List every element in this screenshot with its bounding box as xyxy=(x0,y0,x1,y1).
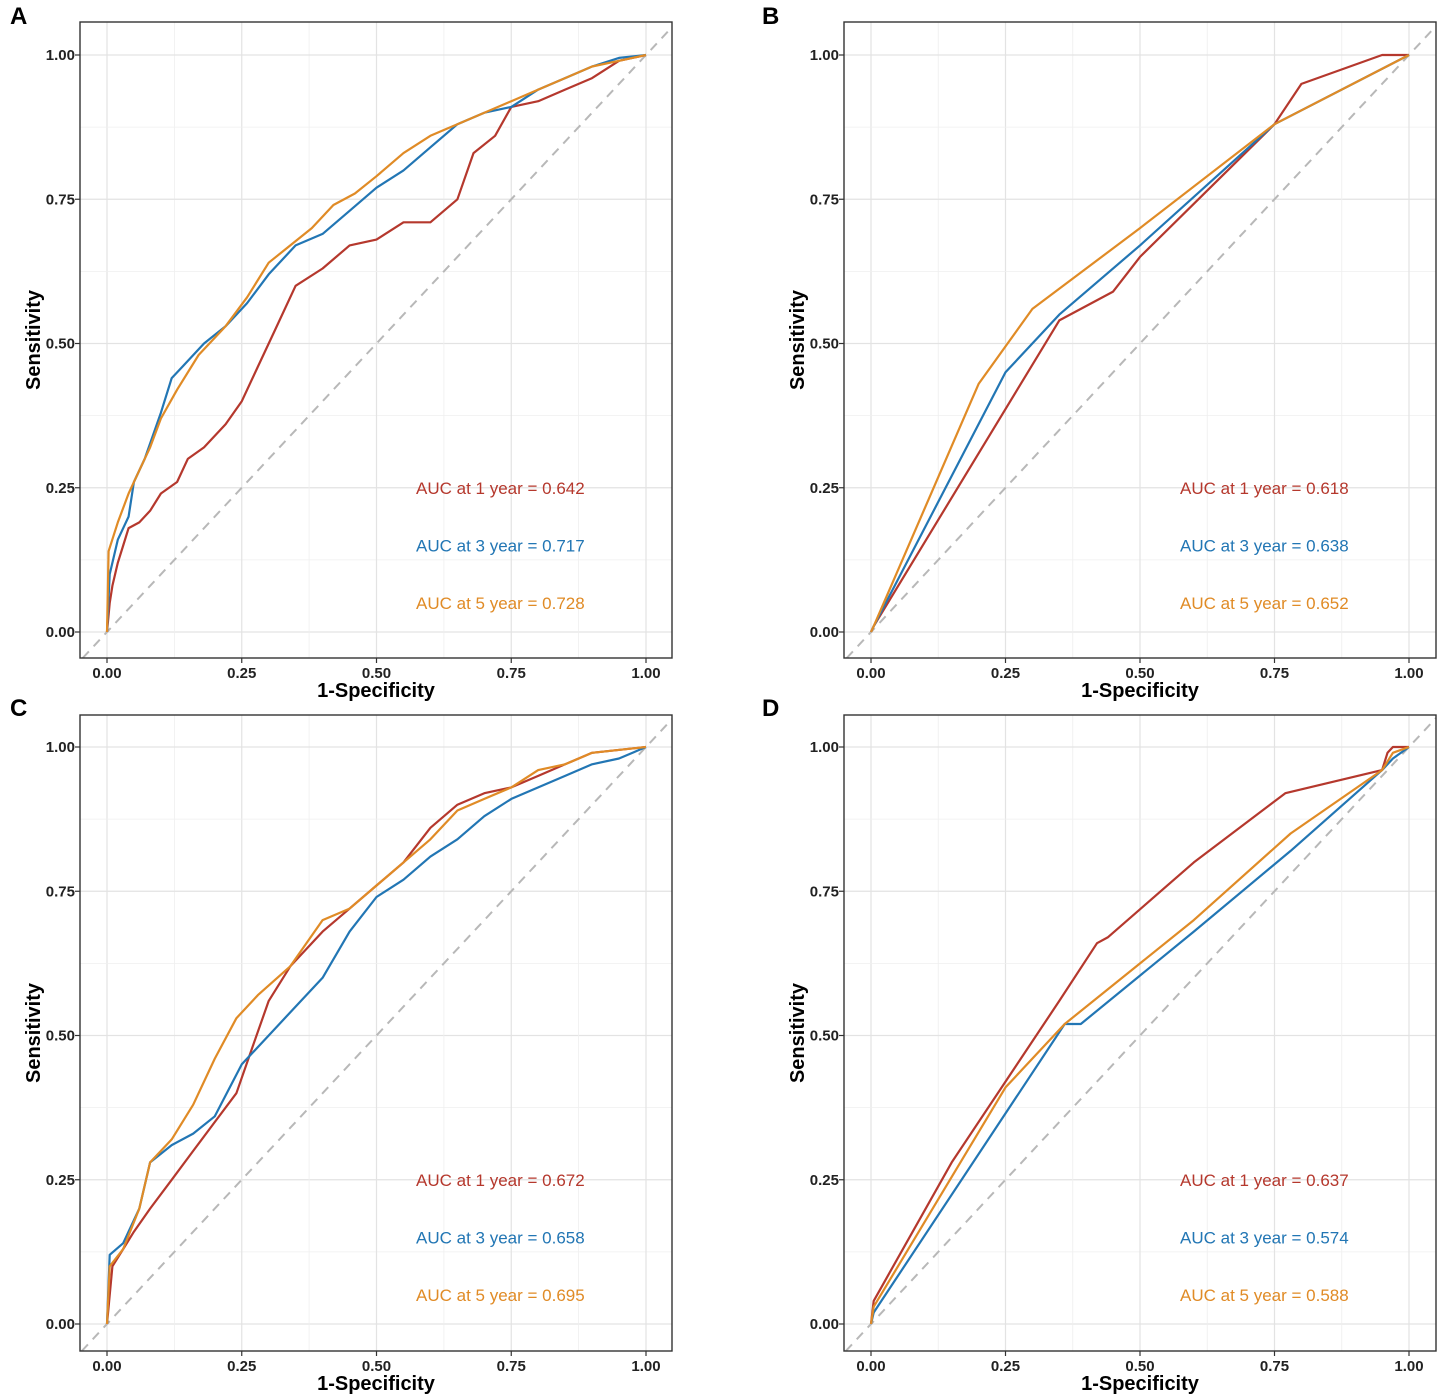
panel-c-x-axis-title: 1-Specificity xyxy=(317,1373,436,1395)
panel-a-auc-annotation-2: AUC at 3 year = 0.717 xyxy=(416,536,585,555)
x-tick-label: 1.00 xyxy=(631,665,660,682)
x-tick-label: 1.00 xyxy=(1394,665,1423,682)
y-tick-label: 0.75 xyxy=(810,191,839,208)
x-tick-label: 0.50 xyxy=(1125,1358,1154,1375)
y-tick-label: 0.25 xyxy=(810,1172,839,1189)
panel-b-grid xyxy=(844,22,1436,658)
y-tick-label: 0.75 xyxy=(46,883,75,900)
x-tick-label: 0.25 xyxy=(991,665,1020,682)
panel-b-roc-curve-1 xyxy=(870,53,1409,633)
x-tick-label: 0.00 xyxy=(856,1358,885,1375)
panel-a-roc-curve-3 xyxy=(105,53,647,633)
x-tick-label: 0.75 xyxy=(497,1358,526,1375)
y-tick-label: 0.00 xyxy=(810,1316,839,1333)
x-tick-label: 1.00 xyxy=(631,1358,660,1375)
panel-d: 0.00 0.25 0.50 0.75 1.00 0.00 0.25 0.50 0.75 1.00… xyxy=(762,695,1437,1395)
y-tick-label: 0.00 xyxy=(46,1316,75,1333)
x-tick-label: 0.75 xyxy=(497,665,526,682)
panel-b-x-axis-title: 1-Specificity xyxy=(1081,680,1200,702)
panel-a-y-axis-title: Sensitivity xyxy=(23,289,45,390)
panel-a-reference-diagonal xyxy=(81,26,673,659)
panel-d-auc-annotation-1: AUC at 1 year = 0.637 xyxy=(1180,1171,1349,1190)
panel-c-grid xyxy=(80,715,672,1351)
x-tick-label: 0.50 xyxy=(362,665,391,682)
panel-d-roc-curve-2 xyxy=(869,746,1410,1325)
x-tick-label: 0.00 xyxy=(92,1358,121,1375)
panel-a-letter: A xyxy=(10,3,27,30)
panel-c-letter: C xyxy=(10,695,27,722)
panel-a: 0.00 0.25 0.50 0.75 1.00 0.00 0.25 0.50 0.75 1.00… xyxy=(10,3,673,702)
y-tick-label: 0.00 xyxy=(46,624,75,641)
panel-a-auc-annotation-1: AUC at 1 year = 0.642 xyxy=(416,479,585,498)
panel-d-reference-diagonal xyxy=(845,717,1437,1352)
y-tick-label: 0.00 xyxy=(810,624,839,641)
panel-c: 0.00 0.25 0.50 0.75 1.00 0.00 0.25 0.50 0.75 1.00… xyxy=(10,695,673,1395)
y-tick-label: 0.50 xyxy=(46,1028,75,1045)
panel-d-y-axis-title: Sensitivity xyxy=(787,982,809,1083)
panel-b: 0.00 0.25 0.50 0.75 1.00 0.00 0.25 0.50 0.75 1.00… xyxy=(762,3,1437,702)
x-tick-label: 1.00 xyxy=(1394,1358,1423,1375)
panel-d-auc-annotation-3: AUC at 5 year = 0.588 xyxy=(1180,1286,1349,1305)
x-tick-label: 0.25 xyxy=(227,665,256,682)
panel-b-auc-annotation-2: AUC at 3 year = 0.638 xyxy=(1180,536,1349,555)
y-tick-label: 0.75 xyxy=(810,883,839,900)
x-tick-label: 0.75 xyxy=(1260,1358,1289,1375)
panel-d-roc-curve-1 xyxy=(869,745,1409,1325)
y-tick-label: 0.50 xyxy=(810,336,839,353)
panel-c-auc-annotation-3: AUC at 5 year = 0.695 xyxy=(416,1286,585,1305)
panel-b-auc-annotation-3: AUC at 5 year = 0.652 xyxy=(1180,594,1349,613)
panel-a-auc-annotation-3: AUC at 5 year = 0.728 xyxy=(416,594,585,613)
panel-d-auc-annotation-2: AUC at 3 year = 0.574 xyxy=(1180,1228,1349,1247)
y-tick-label: 1.00 xyxy=(810,47,839,64)
y-tick-label: 0.25 xyxy=(810,480,839,497)
y-tick-label: 1.00 xyxy=(810,739,839,756)
y-tick-label: 0.25 xyxy=(46,1172,75,1189)
panel-b-roc-curve-3 xyxy=(870,54,1410,633)
panel-c-auc-annotation-1: AUC at 1 year = 0.672 xyxy=(416,1171,585,1190)
x-tick-label: 0.00 xyxy=(856,665,885,682)
y-tick-label: 0.50 xyxy=(46,336,75,353)
panel-a-x-axis-title: 1-Specificity xyxy=(317,680,436,702)
panel-c-auc-annotation-2: AUC at 3 year = 0.658 xyxy=(416,1228,585,1247)
y-tick-label: 1.00 xyxy=(46,47,75,64)
panel-d-roc-curve-3 xyxy=(869,745,1410,1325)
panel-a-grid xyxy=(80,22,672,658)
panel-c-roc-curve-3 xyxy=(105,745,647,1325)
y-tick-label: 0.50 xyxy=(810,1028,839,1045)
panel-b-auc-annotation-1: AUC at 1 year = 0.618 xyxy=(1180,479,1349,498)
x-tick-label: 0.25 xyxy=(227,1358,256,1375)
panel-b-reference-diagonal xyxy=(846,25,1437,659)
x-tick-label: 0.25 xyxy=(991,1358,1020,1375)
x-tick-label: 0.75 xyxy=(1260,665,1289,682)
panel-c-reference-diagonal xyxy=(81,718,673,1352)
y-tick-label: 0.75 xyxy=(46,191,75,208)
x-tick-label: 0.50 xyxy=(362,1358,391,1375)
panel-d-grid xyxy=(844,715,1436,1351)
x-tick-label: 0.50 xyxy=(1125,665,1154,682)
panel-b-letter: B xyxy=(762,3,779,30)
y-tick-label: 1.00 xyxy=(46,739,75,756)
panel-c-y-axis-title: Sensitivity xyxy=(23,982,45,1083)
panel-b-y-axis-title: Sensitivity xyxy=(787,289,809,390)
panel-d-x-axis-title: 1-Specificity xyxy=(1081,1373,1200,1395)
panel-d-letter: D xyxy=(762,695,779,722)
y-tick-label: 0.25 xyxy=(46,480,75,497)
x-tick-label: 0.00 xyxy=(92,665,121,682)
